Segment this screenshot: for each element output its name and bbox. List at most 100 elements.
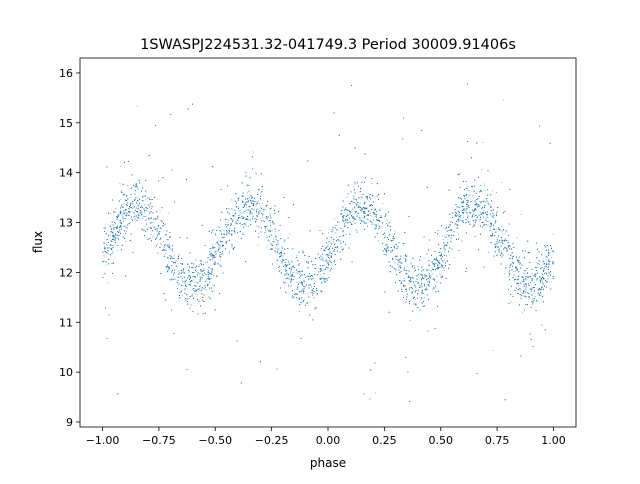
data-point <box>206 279 207 281</box>
data-point <box>150 228 151 229</box>
data-point <box>278 248 280 249</box>
data-point <box>414 283 416 285</box>
data-point <box>201 288 202 290</box>
data-point <box>196 282 198 284</box>
data-point <box>240 209 242 211</box>
data-point <box>299 282 301 284</box>
data-point <box>405 288 407 289</box>
data-point <box>301 282 303 284</box>
data-point <box>144 212 146 214</box>
data-point <box>349 220 351 222</box>
data-point <box>231 199 232 201</box>
data-point <box>246 207 247 209</box>
data-point <box>442 239 444 240</box>
data-point <box>458 214 460 216</box>
data-point <box>495 228 497 230</box>
data-point <box>206 274 208 275</box>
data-point <box>307 293 309 295</box>
data-point <box>183 271 185 273</box>
data-point <box>246 209 248 210</box>
data-point <box>248 190 249 192</box>
data-point <box>260 207 262 208</box>
data-point <box>354 222 356 224</box>
data-point <box>205 287 207 289</box>
data-point <box>136 205 138 206</box>
data-point <box>127 212 129 214</box>
data-point <box>270 222 271 224</box>
data-point <box>392 259 394 261</box>
data-point <box>484 213 486 215</box>
data-point <box>547 252 549 253</box>
data-point <box>112 241 114 242</box>
data-point <box>336 236 338 238</box>
data-point <box>360 206 362 208</box>
data-point <box>468 196 469 198</box>
data-point <box>513 271 515 272</box>
data-point <box>369 213 371 215</box>
data-point <box>281 245 283 247</box>
data-point <box>296 281 298 283</box>
data-point <box>385 235 386 237</box>
data-point <box>262 202 263 204</box>
data-point <box>492 190 493 192</box>
data-point <box>518 274 520 276</box>
data-point <box>104 246 105 248</box>
data-point <box>457 225 459 227</box>
data-point <box>189 281 191 283</box>
data-point <box>346 196 348 198</box>
data-point <box>376 219 378 221</box>
data-point <box>111 253 113 254</box>
data-point <box>324 264 326 266</box>
data-point <box>182 295 183 297</box>
data-point <box>449 234 451 236</box>
data-point <box>122 213 124 215</box>
data-point <box>547 256 548 258</box>
data-point <box>211 273 212 275</box>
data-point <box>299 311 300 313</box>
data-point <box>541 282 543 283</box>
data-point <box>273 238 274 240</box>
data-point <box>147 211 149 212</box>
data-point <box>409 320 411 321</box>
data-point <box>117 237 119 239</box>
data-point <box>235 212 236 214</box>
data-point <box>324 260 326 262</box>
data-point <box>258 201 259 203</box>
data-point <box>118 214 120 215</box>
data-point <box>274 241 276 243</box>
data-point <box>184 288 186 290</box>
data-point <box>297 273 299 275</box>
data-point <box>531 290 533 292</box>
data-point <box>503 273 505 275</box>
scatter-points <box>102 83 554 402</box>
data-point <box>168 212 170 214</box>
data-point <box>351 215 352 217</box>
data-point <box>444 250 446 252</box>
data-point <box>546 262 547 264</box>
data-point <box>326 256 328 258</box>
data-point <box>505 267 507 269</box>
data-point <box>340 246 342 248</box>
data-point <box>122 203 124 205</box>
data-point <box>129 222 131 223</box>
data-point <box>439 255 440 256</box>
data-point <box>144 204 146 206</box>
data-point <box>192 293 194 295</box>
data-point <box>490 205 492 207</box>
data-point <box>506 264 508 266</box>
data-point <box>211 278 212 279</box>
data-point <box>522 312 523 314</box>
data-point <box>424 297 425 299</box>
data-point <box>281 256 283 258</box>
data-point <box>353 220 354 222</box>
data-point <box>521 276 523 278</box>
data-point <box>355 204 357 206</box>
data-point <box>488 251 490 253</box>
data-point <box>335 228 337 229</box>
data-point <box>552 233 554 235</box>
data-point <box>213 228 215 230</box>
data-point <box>245 203 246 205</box>
data-point <box>255 225 257 227</box>
data-point <box>509 273 511 274</box>
